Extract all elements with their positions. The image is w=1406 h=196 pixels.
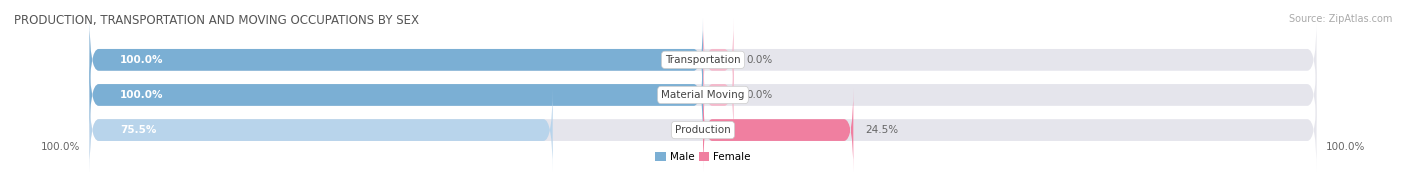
- FancyBboxPatch shape: [90, 18, 703, 102]
- Text: 100.0%: 100.0%: [1326, 142, 1365, 152]
- Text: 100.0%: 100.0%: [120, 55, 163, 65]
- Text: 100.0%: 100.0%: [41, 142, 80, 152]
- FancyBboxPatch shape: [90, 88, 553, 172]
- Text: Material Moving: Material Moving: [661, 90, 745, 100]
- Text: Production: Production: [675, 125, 731, 135]
- FancyBboxPatch shape: [90, 53, 1316, 137]
- Text: 100.0%: 100.0%: [120, 90, 163, 100]
- Legend: Male, Female: Male, Female: [655, 152, 751, 162]
- Text: Transportation: Transportation: [665, 55, 741, 65]
- Text: PRODUCTION, TRANSPORTATION AND MOVING OCCUPATIONS BY SEX: PRODUCTION, TRANSPORTATION AND MOVING OC…: [14, 14, 419, 27]
- Text: 75.5%: 75.5%: [120, 125, 156, 135]
- FancyBboxPatch shape: [703, 18, 734, 102]
- Text: 0.0%: 0.0%: [747, 55, 772, 65]
- FancyBboxPatch shape: [90, 88, 1316, 172]
- Text: 24.5%: 24.5%: [866, 125, 898, 135]
- FancyBboxPatch shape: [90, 18, 1316, 102]
- FancyBboxPatch shape: [90, 53, 703, 137]
- FancyBboxPatch shape: [703, 53, 734, 137]
- FancyBboxPatch shape: [703, 88, 853, 172]
- Text: 0.0%: 0.0%: [747, 90, 772, 100]
- Text: Source: ZipAtlas.com: Source: ZipAtlas.com: [1288, 14, 1392, 24]
